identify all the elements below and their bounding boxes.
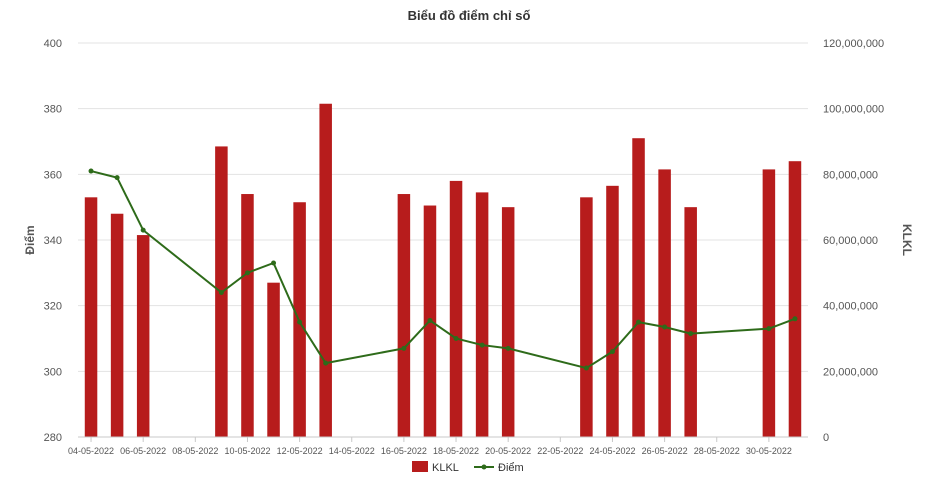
point-diem[interactable] (218, 290, 224, 296)
legend-label-diem: Điểm (498, 462, 524, 474)
y-left-tick-label: 380 (44, 104, 62, 116)
legend: KLKL Điểm (412, 461, 524, 474)
legend-marker-diem (481, 464, 487, 470)
point-diem[interactable] (505, 345, 511, 351)
x-tick-label: 18-05-2022 (433, 446, 479, 456)
point-diem[interactable] (140, 227, 146, 233)
x-tick-label: 26-05-2022 (642, 446, 688, 456)
point-diem[interactable] (297, 319, 303, 325)
bar-klkl[interactable] (501, 207, 515, 437)
point-diem[interactable] (688, 331, 694, 337)
point-diem[interactable] (636, 319, 642, 325)
x-tick-label: 04-05-2022 (68, 446, 114, 456)
point-diem[interactable] (401, 345, 407, 351)
x-tick-label: 28-05-2022 (694, 446, 740, 456)
y-left-tick-label: 300 (44, 366, 62, 378)
bar-klkl[interactable] (475, 192, 489, 437)
y-right-axis-title: KLKL (900, 224, 914, 256)
point-diem[interactable] (766, 326, 772, 332)
bar-klkl[interactable] (658, 169, 671, 438)
y-left-tick-label: 400 (44, 38, 62, 50)
y-left-tick-label: 360 (44, 169, 62, 181)
bar-klkl[interactable] (606, 185, 619, 437)
x-tick-label: 12-05-2022 (277, 446, 323, 456)
x-tick-label: 20-05-2022 (485, 446, 531, 456)
chart-title: Biểu đồ điểm chỉ số (408, 8, 531, 23)
bar-klkl[interactable] (397, 194, 411, 437)
x-tick-label: 22-05-2022 (537, 446, 583, 456)
bar-klkl[interactable] (580, 197, 593, 437)
point-diem[interactable] (609, 349, 615, 355)
line-diem (90, 170, 796, 370)
y-left-axis: 280 300 320 340 360 380 400 (44, 38, 62, 444)
y-left-tick-label: 280 (44, 432, 62, 444)
y-right-tick-label: 80,000,000 (823, 169, 878, 181)
y-left-tick-label: 320 (44, 301, 62, 313)
bar-klkl[interactable] (319, 103, 332, 437)
bar-klkl[interactable] (762, 169, 776, 438)
point-diem[interactable] (244, 270, 250, 276)
y-right-tick-label: 100,000,000 (823, 104, 884, 116)
bar-klkl[interactable] (267, 282, 280, 437)
legend-item-klkl[interactable]: KLKL (412, 461, 459, 474)
y-right-axis: 0 20,000,000 40,000,000 60,000,000 80,000,00… (823, 38, 884, 444)
legend-item-diem[interactable]: Điểm (474, 462, 524, 474)
x-tick-label: 10-05-2022 (224, 446, 270, 456)
bar-klkl[interactable] (788, 161, 802, 437)
y-right-tick-label: 20,000,000 (823, 366, 878, 378)
x-tick-label: 16-05-2022 (381, 446, 427, 456)
bar-klkl[interactable] (110, 213, 124, 437)
point-diem[interactable] (792, 316, 798, 322)
x-tick-label: 14-05-2022 (329, 446, 375, 456)
legend-swatch-klkl (412, 461, 428, 472)
x-tick-label: 08-05-2022 (172, 446, 218, 456)
line-series-diem (88, 168, 798, 371)
point-diem[interactable] (271, 260, 277, 266)
y-right-tick-label: 0 (823, 432, 829, 444)
point-diem[interactable] (427, 317, 433, 323)
bar-klkl[interactable] (241, 194, 254, 437)
y-left-axis-title: Điểm (23, 225, 37, 254)
point-diem[interactable] (323, 360, 329, 366)
point-diem[interactable] (583, 365, 589, 371)
point-diem[interactable] (479, 342, 485, 348)
x-tick-label: 30-05-2022 (746, 446, 792, 456)
x-axis: 04-05-2022 06-05-2022 08-05-2022 10-05-2022… (68, 437, 792, 456)
point-diem[interactable] (662, 324, 668, 330)
bar-klkl[interactable] (684, 207, 697, 437)
grid-lines (78, 42, 808, 372)
x-tick-label: 06-05-2022 (120, 446, 166, 456)
point-diem[interactable] (114, 175, 120, 181)
y-left-tick-label: 340 (44, 235, 62, 247)
y-right-tick-label: 120,000,000 (823, 38, 884, 50)
y-right-tick-label: 40,000,000 (823, 301, 878, 313)
legend-label-klkl: KLKL (432, 462, 459, 474)
x-tick-label: 24-05-2022 (589, 446, 635, 456)
bar-klkl[interactable] (449, 180, 463, 437)
point-diem[interactable] (88, 168, 94, 174)
point-diem[interactable] (453, 336, 459, 341)
y-right-tick-label: 60,000,000 (823, 235, 878, 247)
bar-klkl[interactable] (632, 138, 645, 437)
bar-klkl[interactable] (84, 197, 98, 437)
bar-klkl[interactable] (136, 235, 150, 437)
